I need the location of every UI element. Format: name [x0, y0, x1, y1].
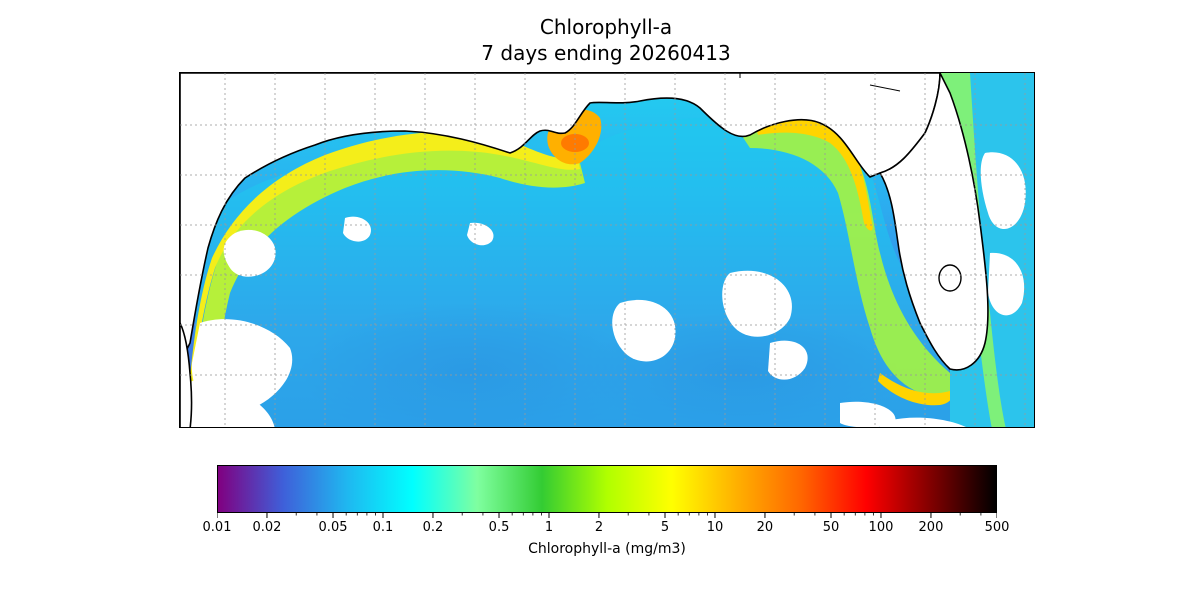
- colorbar-tick-label: 100: [868, 520, 894, 535]
- map-panel: [179, 72, 1035, 428]
- colorbar-tick-label: 0.1: [372, 520, 394, 535]
- coastal-bloom-band-east-inner: [755, 118, 873, 231]
- colorbar-tick-label: 50: [822, 520, 840, 535]
- colorbar-tick-label: 0.02: [252, 520, 282, 535]
- north-land: [180, 73, 941, 364]
- colorbar-label: Chlorophyll-a (mg/m3): [528, 541, 686, 557]
- colorbar-tick-label: 20: [756, 520, 774, 535]
- colorbar-tick-label: 1: [544, 520, 554, 535]
- lake-okeechobee: [938, 264, 962, 292]
- colorbar-tick-label: 0.05: [318, 520, 348, 535]
- colorbar-tick-label: 10: [706, 520, 724, 535]
- florida-bay-bloom: [878, 373, 953, 406]
- colorbar-tick-label: 0.01: [202, 520, 232, 535]
- cyan-shelf-band: [190, 117, 950, 427]
- title-variable: Chlorophyll-a: [539, 15, 673, 39]
- chlorophyll-map: [180, 73, 1034, 427]
- colorbar-tick-label: 500: [984, 520, 1010, 535]
- colorbar-tick-label: 0.5: [488, 520, 510, 535]
- colorbar-tick-label: 0.2: [422, 520, 444, 535]
- map-title: Chlorophyll-a 7 days ending 20260413: [0, 14, 1183, 66]
- coastal-bloom-band-east: [740, 124, 956, 398]
- colorbar-tick-label: 200: [918, 520, 944, 535]
- florida-peninsula: [879, 73, 989, 371]
- coastal-bloom-band-west: [190, 141, 585, 427]
- colorbar: [217, 465, 997, 513]
- colorbar-ticks: [217, 513, 997, 518]
- cloud-mask: [185, 152, 1026, 427]
- graticule: [180, 73, 1034, 427]
- state-border: [739, 73, 901, 92]
- land-masses: [180, 73, 989, 427]
- colorbar-tick-label: 2: [594, 520, 604, 535]
- coastal-bloom-band-west-inner: [186, 131, 580, 427]
- title-period: 7 days ending 20260413: [481, 41, 731, 65]
- colorbar-tick-label: 5: [660, 520, 670, 535]
